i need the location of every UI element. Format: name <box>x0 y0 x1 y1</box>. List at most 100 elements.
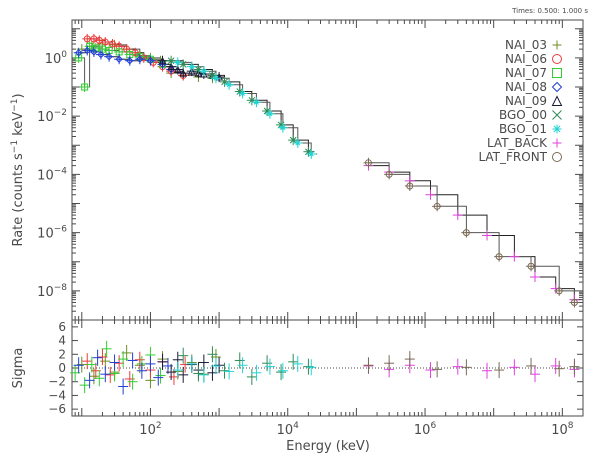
residual-point <box>432 361 443 378</box>
data-point <box>157 55 168 66</box>
data-point <box>104 51 115 62</box>
data-point <box>264 108 275 119</box>
data-point <box>404 180 415 191</box>
sigma-tick-label: 6 <box>58 320 66 334</box>
residual-point <box>425 362 436 379</box>
data-point <box>509 251 520 262</box>
sigma-tick-label: 0 <box>58 361 66 375</box>
residual-point <box>73 357 84 374</box>
data-point <box>73 47 84 58</box>
x-ticks: 102 104 106 108 <box>74 20 584 438</box>
data-point <box>292 137 303 148</box>
time-note: Times: 0.500: 1.000 s <box>511 7 588 15</box>
lower-y-axis-label: Sigma <box>11 348 26 389</box>
data-point <box>251 97 262 108</box>
residual-point <box>109 354 120 371</box>
residual-point <box>277 362 288 379</box>
residual-point <box>237 357 248 374</box>
legend-entry-label: NAI_06 <box>505 52 547 66</box>
legend-entry-label: NAI_08 <box>505 80 547 94</box>
data-point <box>306 149 317 160</box>
x-tick-label: 102 <box>139 421 161 438</box>
legend-marker <box>552 110 562 120</box>
residual-point <box>494 362 505 379</box>
residual-point <box>404 351 415 368</box>
model-curve <box>368 162 581 303</box>
residual-point <box>172 362 183 379</box>
x-tick-label: 104 <box>277 421 300 438</box>
residual-point <box>288 353 299 370</box>
upper-y-ticks: 100 10−2 10−4 10−6 10−8 <box>37 19 583 321</box>
data-point <box>219 76 230 87</box>
residual-point <box>482 362 493 379</box>
x-axis-label: Energy (keV) <box>286 439 370 454</box>
residual-point <box>157 353 168 370</box>
legend-marker <box>552 54 562 64</box>
residual-point <box>452 358 463 375</box>
residual-point <box>276 364 287 381</box>
data-point <box>124 55 135 66</box>
residual-point <box>306 359 317 376</box>
y-tick-label: 10−4 <box>37 166 67 183</box>
data-point <box>172 57 183 68</box>
upper-data-points <box>73 33 580 308</box>
legend-marker <box>552 40 562 50</box>
legend-entry-label: NAI_03 <box>505 38 547 52</box>
residual-point <box>166 364 177 381</box>
x-tick-label: 106 <box>414 421 437 438</box>
data-point <box>482 230 493 241</box>
residual-point <box>224 363 235 380</box>
data-point <box>145 55 156 66</box>
residual-point <box>178 347 189 364</box>
data-point <box>198 66 209 77</box>
residual-point <box>105 366 116 383</box>
residual-point <box>210 357 221 374</box>
upper-y-axis-label: Rate (counts s−1 keV−1) <box>10 93 26 246</box>
residual-point <box>145 355 156 372</box>
legend-entry-label: LAT_FRONT <box>478 150 547 164</box>
data-point <box>130 47 141 58</box>
residual-point <box>153 369 164 386</box>
data-point <box>100 37 111 48</box>
legend-marker <box>552 68 562 78</box>
data-point <box>234 86 245 97</box>
data-point <box>186 61 197 72</box>
residual-point <box>461 359 472 376</box>
residual-point <box>526 357 537 374</box>
sigma-tick-label: 2 <box>58 347 66 361</box>
data-point <box>461 227 472 238</box>
residual-point <box>251 364 262 381</box>
data-point <box>79 82 90 93</box>
residual-point <box>86 356 97 373</box>
residual-points <box>70 340 580 395</box>
data-point <box>82 45 93 56</box>
residual-point <box>101 340 112 357</box>
residual-point <box>94 370 105 387</box>
residual-point <box>134 351 145 368</box>
data-point <box>363 157 374 168</box>
legend-entry-label: NAI_07 <box>505 66 547 80</box>
sigma-tick-label: −6 <box>48 402 66 416</box>
data-point <box>452 210 463 221</box>
residual-point <box>127 373 138 390</box>
residual-point <box>207 346 218 363</box>
residual-point <box>127 352 138 369</box>
residual-point <box>118 378 129 395</box>
residual-point <box>554 360 565 377</box>
data-point <box>276 119 287 130</box>
y-tick-label: 10−8 <box>37 283 67 300</box>
residual-point <box>246 368 257 385</box>
residual-point <box>136 362 147 379</box>
legend-entry-label: BGO_01 <box>499 122 547 136</box>
residual-point <box>84 372 95 389</box>
legend-entry-label: BGO_00 <box>499 108 547 122</box>
residual-point <box>155 367 166 384</box>
data-point <box>526 261 537 272</box>
data-point <box>288 135 299 146</box>
legend-marker <box>551 95 563 106</box>
residual-point <box>114 355 125 372</box>
data-point <box>114 54 125 65</box>
